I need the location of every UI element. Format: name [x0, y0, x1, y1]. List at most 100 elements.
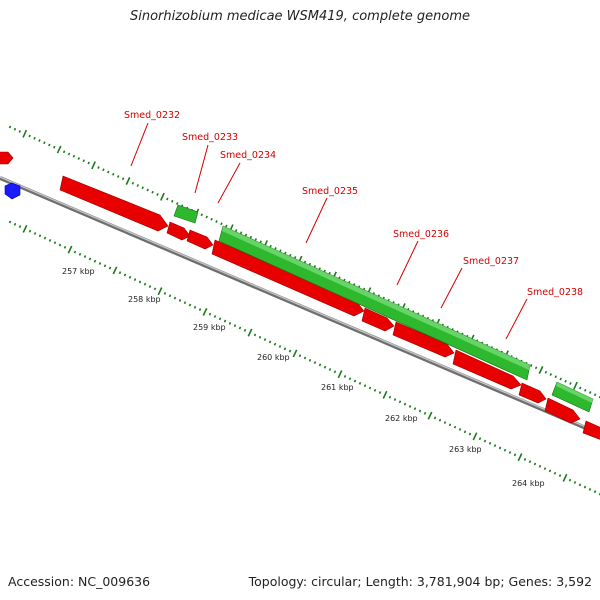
minor-tick: [28, 229, 32, 233]
minor-tick: [53, 145, 56, 149]
gene-label-smed-0232[interactable]: Smed_0232: [124, 110, 180, 121]
gene-arrow-smed-0232[interactable]: [59, 175, 169, 232]
minor-tick: [398, 400, 402, 404]
kbp-scale-labels: 257 kbp 258 kbp 259 kbp 260 kbp 261 kbp …: [62, 267, 545, 488]
kbp-label: 259 kbp: [193, 323, 226, 332]
major-tick: [202, 307, 208, 316]
major-tick: [337, 370, 343, 379]
minor-tick: [93, 259, 97, 263]
minor-tick: [151, 190, 154, 194]
minor-tick: [193, 305, 197, 309]
minor-tick: [18, 225, 22, 229]
major-tick: [517, 453, 523, 462]
gene-arrow-reverse-4[interactable]: [582, 420, 600, 441]
minor-tick: [146, 188, 149, 192]
minor-tick: [318, 363, 322, 367]
gene-box-green-small[interactable]: [173, 204, 199, 224]
major-tick: [112, 266, 118, 275]
minor-tick: [205, 215, 208, 219]
minor-tick: [288, 349, 292, 353]
minor-tick: [268, 340, 272, 344]
minor-tick: [148, 285, 152, 288]
minor-tick: [166, 197, 169, 201]
minor-tick: [198, 308, 202, 312]
gene-label-smed-0237[interactable]: Smed_0237: [463, 256, 519, 267]
minor-tick: [98, 262, 102, 265]
minor-tick: [333, 370, 337, 374]
minor-tick: [88, 257, 92, 261]
minor-tick: [528, 460, 532, 464]
minor-tick: [121, 177, 125, 181]
minor-tick: [283, 347, 287, 351]
callout-line: [194, 144, 209, 194]
minor-tick: [308, 358, 312, 362]
minor-tick: [53, 241, 57, 245]
kbp-label: 260 kbp: [257, 353, 290, 362]
minor-tick: [163, 292, 167, 295]
gene-arrow-reverse-2[interactable]: [518, 382, 547, 404]
minor-tick: [108, 266, 112, 270]
minor-tick: [28, 134, 31, 138]
minor-tick: [448, 423, 452, 427]
minor-tick: [544, 370, 548, 374]
gene-label-smed-0234[interactable]: Smed_0234: [220, 150, 276, 161]
minor-tick: [303, 356, 307, 360]
gene-label-smed-0235[interactable]: Smed_0235: [302, 186, 358, 197]
minor-tick: [554, 375, 557, 379]
minor-tick: [529, 364, 533, 367]
minor-tick: [549, 373, 553, 376]
major-tick: [538, 366, 544, 374]
minor-tick: [588, 391, 592, 394]
gene-arrow-reverse-3[interactable]: [544, 397, 581, 424]
gene-label-smed-0236[interactable]: Smed_0236: [393, 229, 449, 240]
major-tick: [67, 245, 73, 254]
minor-tick: [533, 462, 537, 466]
gene-arrow-reverse[interactable]: [0, 151, 14, 165]
minor-tick: [534, 366, 538, 370]
minor-tick: [579, 386, 582, 390]
minor-tick: [33, 136, 36, 140]
minor-tick: [48, 143, 51, 147]
minor-tick: [273, 342, 277, 346]
minor-tick: [298, 354, 302, 358]
minor-tick: [102, 168, 105, 172]
major-tick: [22, 224, 28, 233]
gene-arrow-smed-0234[interactable]: [186, 229, 214, 250]
gene-arrow-smed-0233[interactable]: [166, 221, 191, 241]
minor-tick: [238, 326, 242, 330]
callout-line: [440, 267, 463, 309]
genome-summary-text: Topology: circular; Length: 3,781,904 bp…: [248, 574, 592, 589]
minor-tick: [433, 416, 437, 420]
minor-tick: [188, 303, 192, 307]
minor-tick: [253, 333, 257, 337]
minor-tick: [239, 231, 243, 235]
minor-tick: [118, 271, 122, 275]
minor-tick: [453, 425, 457, 429]
kbp-label: 258 kbp: [128, 295, 161, 304]
gene-arrow-smed-0236[interactable]: [361, 307, 395, 332]
feature-marker-icon[interactable]: [4, 182, 21, 200]
minor-tick: [200, 213, 203, 217]
minor-tick: [128, 275, 132, 279]
gene-label-smed-0233[interactable]: Smed_0233: [182, 132, 238, 143]
minor-tick: [244, 233, 248, 237]
callout-line: [396, 240, 419, 286]
minor-tick: [274, 247, 277, 250]
minor-tick: [208, 312, 212, 316]
minor-tick: [136, 184, 140, 187]
minor-tick: [323, 365, 327, 369]
gene-arrow-smed-0238[interactable]: [452, 349, 522, 390]
minor-tick: [43, 141, 46, 145]
minor-tick: [87, 161, 90, 165]
minor-tick: [133, 278, 137, 282]
minor-tick: [393, 398, 397, 401]
minor-tick: [343, 375, 347, 378]
minor-tick: [423, 411, 427, 415]
minor-tick: [269, 244, 272, 248]
kbp-label: 262 kbp: [385, 414, 418, 423]
callout-line: [217, 162, 241, 204]
minor-tick: [220, 222, 223, 226]
gene-label-smed-0238[interactable]: Smed_0238: [527, 287, 583, 298]
minor-tick: [348, 377, 352, 381]
